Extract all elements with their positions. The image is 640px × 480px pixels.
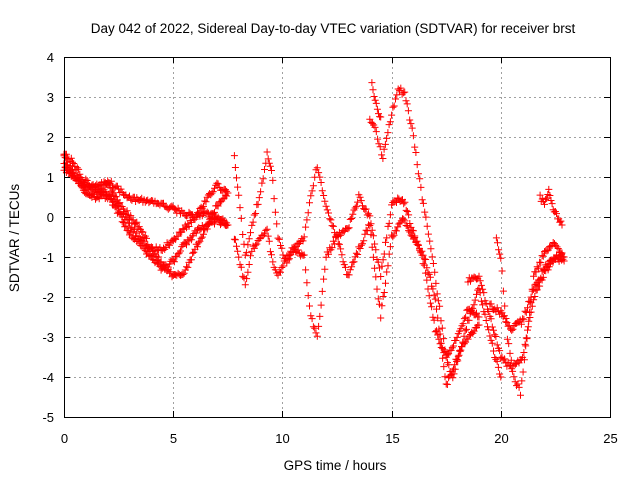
series-markers	[464, 250, 568, 373]
y-tick-label: -5	[42, 410, 54, 425]
series-markers	[536, 185, 566, 229]
series-markers	[366, 84, 505, 382]
y-tick-label: 1	[47, 170, 54, 185]
axes: 0 5 10 15 20 25 -5 -4 -3 -2 -1 0 1 2 3 4	[42, 50, 617, 446]
y-axis-label: SDTVAR / TECUs	[7, 184, 22, 293]
x-tick-label: 15	[385, 431, 399, 446]
series-track-H	[368, 79, 385, 121]
x-tick-label: 10	[275, 431, 289, 446]
series-track-G	[366, 84, 505, 382]
y-tick-label: 4	[47, 50, 54, 65]
series-markers	[492, 234, 566, 399]
y-tick-label: -3	[42, 330, 54, 345]
x-axis-label: GPS time / hours	[284, 458, 387, 473]
x-tick-label: 20	[494, 431, 508, 446]
y-tick-label: 2	[47, 130, 54, 145]
chart-title: Day 042 of 2022, Sidereal Day-to-day VTE…	[91, 21, 576, 36]
y-tick-label: 3	[47, 90, 54, 105]
y-tick-label: -4	[42, 370, 54, 385]
y-tick-label: 0	[47, 210, 54, 225]
y-tick-label: -2	[42, 290, 54, 305]
series-track-K	[464, 250, 568, 373]
x-tick-label: 25	[603, 431, 617, 446]
series-track-L	[536, 185, 566, 229]
series-track-I	[492, 234, 566, 399]
y-tick-label: -1	[42, 250, 54, 265]
series-markers	[368, 79, 385, 121]
x-tick-label: 0	[61, 431, 68, 446]
x-tick-label: 5	[170, 431, 177, 446]
plot-frame	[64, 57, 611, 418]
